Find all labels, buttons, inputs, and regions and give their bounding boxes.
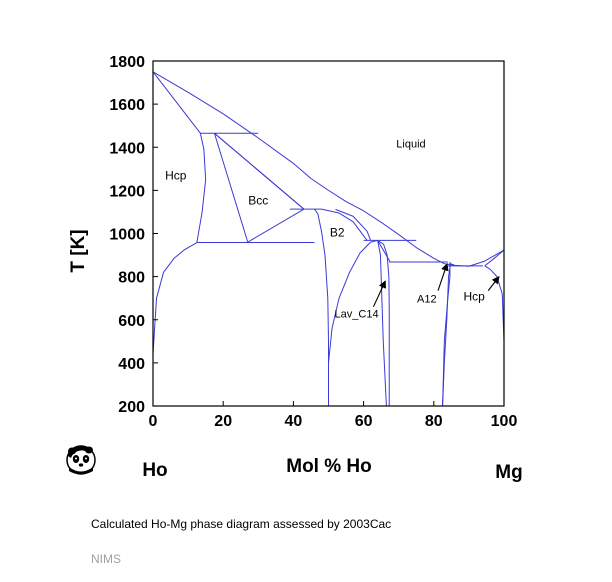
- right-end-label: Mg: [495, 462, 522, 483]
- source-label: NIMS: [91, 552, 121, 566]
- boundary-bcc-hcp-left-a: [213, 133, 249, 243]
- boundary-hcp-solvus: [152, 242, 198, 355]
- y-tick-label: 1600: [109, 97, 145, 114]
- boundary-bcc-b2-bottom: [247, 208, 305, 243]
- boundary-lav-dome-right: [377, 239, 390, 406]
- y-tick-label: 1200: [109, 183, 145, 200]
- x-tick-label: 80: [425, 413, 443, 430]
- y-tick-label: 1800: [109, 54, 145, 71]
- region-label: A12: [417, 294, 437, 306]
- boundary-lav-left-b2: [328, 239, 378, 406]
- boundary-hcp-mg-solidus: [484, 249, 505, 267]
- boundary-lav-dome: [377, 240, 387, 407]
- boundary-a12-right: [442, 263, 456, 407]
- annotation-arrow: [487, 276, 500, 291]
- phase-boundaries: [152, 71, 505, 407]
- boundary-liquidus-bcc-left: [152, 71, 201, 134]
- phase-region-labels: Liquid Hcp Bcc B2 Lav_C14 A12 Hcp: [165, 138, 485, 320]
- boundary-bcc-hcp-left-b: [214, 132, 305, 210]
- axis-ticks: 0 20 40 60 80 100 200 400 600 800 1000 1200 1400 1600…: [109, 54, 517, 430]
- x-axis-title: Mol % Ho: [286, 456, 372, 477]
- boundary-b2-left: [314, 208, 329, 406]
- boundary-liquidus-ho-rich: [152, 71, 445, 265]
- region-label: Hcp: [165, 169, 187, 183]
- y-tick-label: 400: [118, 356, 145, 373]
- boundary-b2-liquid-right: [335, 208, 372, 241]
- x-tick-label: 100: [491, 413, 518, 430]
- region-label: Liquid: [396, 138, 425, 150]
- boundary-b2-right: [321, 208, 368, 241]
- boundary-lav-liquid-tie: [377, 240, 391, 262]
- y-tick-label: 600: [118, 313, 145, 330]
- y-tick-label: 1400: [109, 140, 145, 157]
- annotation-arrows: [372, 262, 500, 308]
- left-end-label: Ho: [142, 460, 167, 481]
- region-label: Bcc: [248, 193, 268, 207]
- region-label: Hcp: [463, 289, 485, 303]
- x-tick-label: 20: [214, 413, 232, 430]
- boundary-liquidus-mg-right: [468, 249, 505, 267]
- panda-logo-icon: [66, 445, 96, 475]
- region-label: Lav_C14: [335, 309, 379, 321]
- figure-caption: Calculated Ho-Mg phase diagram assessed …: [91, 517, 392, 531]
- x-tick-label: 0: [149, 413, 158, 430]
- boundary-hcp-bcc-right: [196, 133, 207, 243]
- annotation-arrow: [372, 280, 386, 308]
- y-axis-title: T [K]: [68, 229, 89, 272]
- y-tick-label: 800: [118, 270, 145, 287]
- region-label: B2: [330, 226, 345, 240]
- boundary-hcp-mg-solvus: [484, 265, 505, 342]
- annotation-arrow: [437, 262, 449, 291]
- y-tick-label: 200: [118, 399, 145, 416]
- x-tick-label: 40: [285, 413, 303, 430]
- y-tick-label: 1000: [109, 227, 145, 244]
- x-tick-label: 60: [355, 413, 373, 430]
